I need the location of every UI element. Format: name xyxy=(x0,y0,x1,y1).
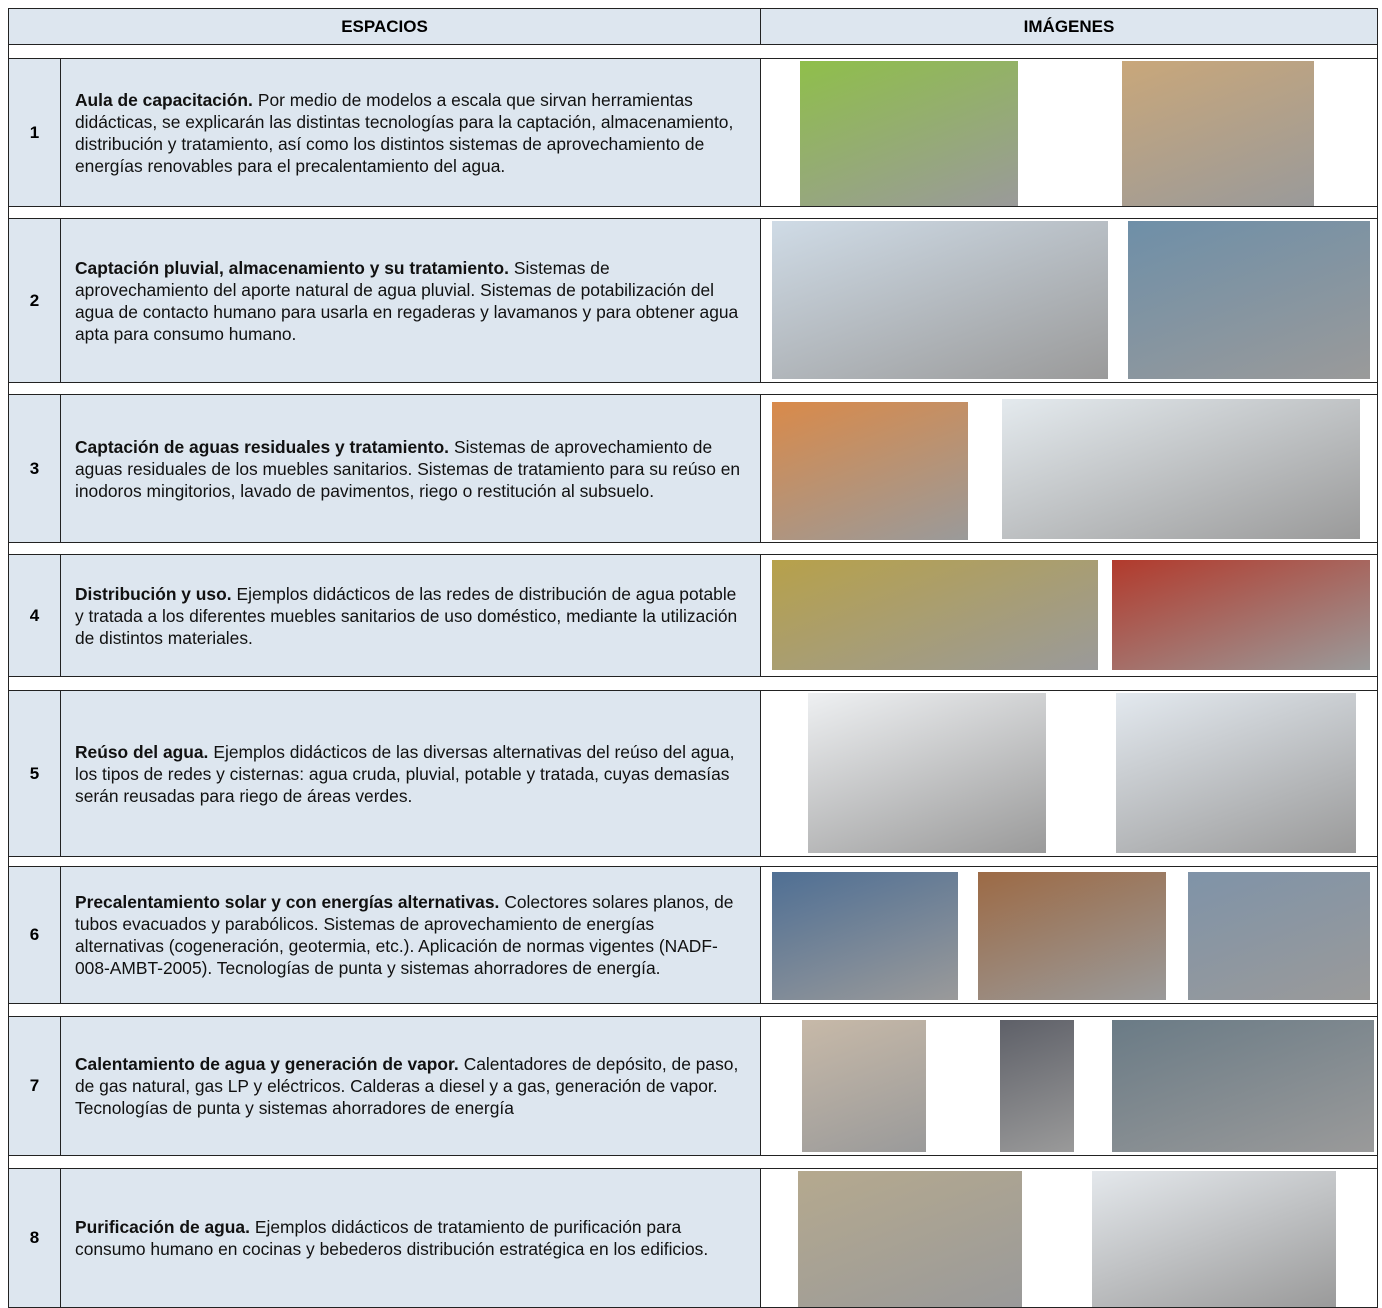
description-text: Sistemas de aprovechamiento de aguas res… xyxy=(75,436,741,501)
row-number: 2 xyxy=(8,218,61,383)
image xyxy=(800,61,1018,206)
row-number: 3 xyxy=(8,394,61,543)
image xyxy=(772,872,958,1000)
header-cell: ESPACIOS xyxy=(8,8,761,45)
image xyxy=(1116,693,1356,853)
header-text: ESPACIOS xyxy=(341,16,428,36)
description-cell: Captación pluvial, almacenamiento y su t… xyxy=(60,218,761,383)
image xyxy=(772,560,1098,670)
description: Reúso del agua. Ejemplos didácticos de la… xyxy=(75,741,746,807)
spacer-row xyxy=(8,44,1378,59)
image xyxy=(1188,872,1370,1000)
description-cell: Captación de aguas residuales y tratamie… xyxy=(60,394,761,543)
image xyxy=(802,1020,926,1152)
row-number: 8 xyxy=(8,1168,61,1308)
row-number: 1 xyxy=(8,58,61,207)
image xyxy=(772,402,968,540)
description-cell: Reúso del agua. Ejemplos didácticos de la… xyxy=(60,690,761,857)
description: Precalentamiento solar y con energías al… xyxy=(75,891,746,979)
image xyxy=(1002,399,1360,539)
description-text: Ejemplos didácticos de tratamiento de pu… xyxy=(75,1217,709,1259)
description-text: Por medio de modelos a escala que sirvan… xyxy=(75,89,734,176)
description: Calentamiento de agua y generación de va… xyxy=(75,1053,746,1119)
description-cell: Precalentamiento solar y con energías al… xyxy=(60,866,761,1004)
row-number: 4 xyxy=(8,554,61,677)
description-title: Precalentamiento solar y con energías al… xyxy=(75,892,500,912)
description-text: Ejemplos didácticos de las redes de dist… xyxy=(75,583,738,648)
description-cell: Aula de capacitación. Por medio de modelo… xyxy=(60,58,761,207)
image xyxy=(798,1171,1022,1307)
row-number: 7 xyxy=(8,1016,61,1156)
row-number: 6 xyxy=(8,866,61,1004)
description: Aula de capacitación. Por medio de modelo… xyxy=(75,89,746,177)
header-cell: IMÁGENES xyxy=(760,8,1378,45)
description-text: Ejemplos didácticos de las diversas alte… xyxy=(75,741,735,806)
image xyxy=(772,221,1108,379)
image xyxy=(1000,1020,1074,1152)
description-title: Aula de capacitación. xyxy=(75,89,253,110)
description-text: Sistemas de aprovechamiento del aporte n… xyxy=(75,257,739,344)
description-title: Captación de aguas residuales y tratamie… xyxy=(75,436,450,457)
description-title: Calentamiento de agua y generación de va… xyxy=(75,1054,459,1074)
spacer-row xyxy=(8,1003,1378,1017)
image xyxy=(1112,560,1370,670)
spacer-row xyxy=(8,1155,1378,1169)
description-title: Distribución y uso. xyxy=(75,583,232,604)
description: Captación pluvial, almacenamiento y su t… xyxy=(75,257,746,345)
description: Distribución y uso. Ejemplos didácticos d… xyxy=(75,583,746,649)
image xyxy=(1122,61,1314,206)
description-title: Reúso del agua. xyxy=(75,741,209,762)
description-title: Purificación de agua. xyxy=(75,1217,250,1237)
spacer-row xyxy=(8,676,1378,691)
image xyxy=(1112,1020,1374,1152)
description: Purificación de agua. Ejemplos didácticos… xyxy=(75,1216,746,1260)
description-cell: Purificación de agua. Ejemplos didácticos… xyxy=(60,1168,761,1308)
image xyxy=(808,693,1046,853)
image xyxy=(978,872,1166,1000)
description-text: Calentadores de depósito, de paso, de ga… xyxy=(75,1054,739,1118)
image xyxy=(1092,1171,1336,1307)
image xyxy=(1128,221,1370,379)
description-title: Captación pluvial, almacenamiento y su t… xyxy=(75,257,509,278)
description: Captación de aguas residuales y tratamie… xyxy=(75,436,746,502)
description-text: Colectores solares planos, de tubos evac… xyxy=(75,892,734,978)
header-text: IMÁGENES xyxy=(1023,16,1115,36)
description-cell: Distribución y uso. Ejemplos didácticos d… xyxy=(60,554,761,677)
row-number: 5 xyxy=(8,690,61,857)
description-cell: Calentamiento de agua y generación de va… xyxy=(60,1016,761,1156)
